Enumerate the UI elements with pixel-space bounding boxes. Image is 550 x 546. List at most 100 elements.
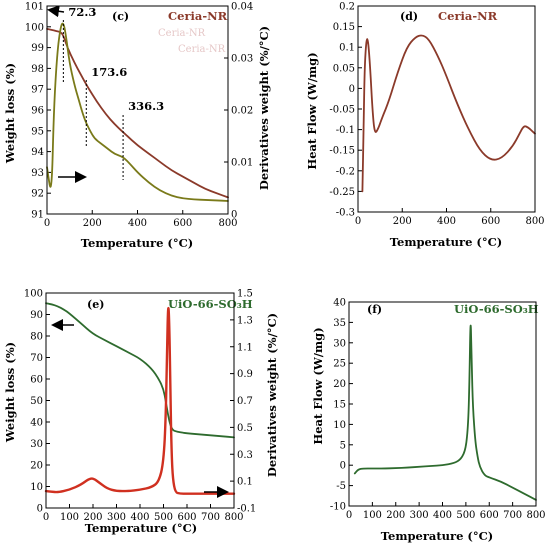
c-ytick-label: 97 [31,85,44,96]
f-ytick-label: -5 [336,481,346,492]
f-ytick-label: 25 [333,359,346,370]
e-ytick-label: 40 [30,418,43,429]
f-xtick-label: 700 [503,510,522,521]
c-ghost-legend-2: Ceria-NR [178,44,226,55]
d-ytick-label: -0.2 [336,166,355,177]
f-xtick-label: 800 [526,510,545,521]
c-ytick-right-label: 0 [231,210,237,221]
c-series [46,22,229,202]
f-xtick-label: 300 [410,510,429,521]
e-ytick-label: 80 [30,332,43,343]
e-ytick-label: 90 [30,310,43,321]
panel-f-dsc-uio: -10 -5 0 5 10 15 20 25 30 35 40 0 100 200 300 400 500 60… [311,298,546,544]
d-ytick-label: -0.3 [336,208,355,219]
c-ytick-right-label: 0.03 [231,54,253,65]
c-plot-frame [46,5,229,215]
f-xtick-label: 600 [480,510,499,521]
c-xtick-label: 800 [218,218,237,229]
f-ytick-label: 35 [333,318,346,329]
panel-e-tga-uio: 0 10 20 30 40 50 60 70 80 90 100 -0.1 0.1 0.3 0.5 0.7 0… [3,289,279,536]
e-xtick-label: 100 [60,512,79,523]
e-ytick-label: 20 [30,461,43,472]
e-ylabel: Weight loss (%) [3,342,17,443]
f-ytick-label: 10 [333,420,346,431]
d-ytick-label: 0.05 [333,63,355,74]
d-xtick-label: 800 [525,216,544,227]
c-ylabel-right: Derivatives weight (%/°C) [257,26,271,190]
f-series-line-1 [353,324,537,501]
c-ghost-legend-1: Ceria-NR [158,28,206,39]
c-series-line-2 [46,22,229,202]
f-xlabel: Temperature (°C) [381,529,493,543]
e-xtick-label: 400 [130,512,149,523]
e-ytick-right-label: -0.1 [237,504,256,515]
d-legend: Ceria-NR [438,9,498,23]
d-ytick-label: 0.2 [339,2,355,13]
c-xtick-label: 400 [128,218,147,229]
e-xtick-label: 800 [224,512,243,523]
c-ytick-label: 100 [25,22,44,33]
f-xtick-label: 100 [363,510,382,521]
d-ytick-label: 0 [349,84,355,95]
c-ylabel: Weight loss (%) [3,63,17,164]
e-ytick-label: 100 [24,289,43,300]
e-ytick-right-label: 0.3 [237,450,253,461]
c-ytick-label: 101 [25,2,44,13]
panel-c-tga-ceria: 91 92 93 94 95 96 97 98 99 100 101 0 0.01 0.02 0.03 0.… [3,2,271,251]
e-xtick-label: 300 [107,512,126,523]
c-xtick-label: 600 [173,218,192,229]
d-ytick-label: 0.15 [333,22,355,33]
f-xtick-label: 200 [386,510,405,521]
f-ytick-label: 20 [333,379,346,390]
d-ylabel: Heat Flow (W/mg) [305,52,319,169]
c-annotations: 72.3 173.6 336.3 [62,5,164,180]
e-ytick-right-label: 0.5 [237,423,253,434]
f-legend: UiO-66-SO₃H [454,302,539,316]
e-xtick-label: 600 [177,512,196,523]
e-ytick-right-label: 1.1 [237,342,253,353]
c-ytick-label: 94 [31,147,44,158]
f-ytick-label: 5 [340,440,346,451]
c-ytick-right-label: 0.04 [231,2,253,13]
c-ytick-label: 91 [31,210,44,221]
d-left-ticks: -0.3 -0.25 -0.2 -0.15 -0.1 -0.05 0 0.05 0.1 0.15 0… [329,2,362,219]
c-ytick-label: 98 [31,64,44,75]
c-left-ticks: 91 92 93 94 95 96 97 98 99 100 101 [25,2,51,221]
d-xtick-label: 200 [393,216,412,227]
e-xtick-label: 0 [43,512,49,523]
e-ytick-right-label: 0.1 [237,477,253,488]
d-xtick-label: 0 [355,216,361,227]
d-xlabel: Temperature (°C) [390,235,502,249]
e-xtick-label: 200 [83,512,102,523]
d-panel-letter: (d) [400,10,418,23]
d-xtick-label: 600 [481,216,500,227]
e-series [44,302,236,495]
e-left-ticks: 0 10 20 30 40 50 60 70 80 90 100 [24,289,50,515]
d-xtick-label: 400 [437,216,456,227]
e-ytick-label: 70 [30,353,43,364]
f-left-ticks: -10 -5 0 5 10 15 20 25 30 35 40 [330,298,353,513]
d-plot-frame [357,5,536,213]
e-plot-frame [45,292,235,509]
c-x-ticks: 0 200 400 600 800 [44,210,238,229]
c-annotation-label: 173.6 [91,65,127,79]
d-series [361,34,536,193]
c-ytick-label: 95 [31,126,44,137]
c-ytick-label: 96 [31,106,44,117]
c-arrow-left-axis [47,5,65,18]
e-xtick-label: 700 [201,512,220,523]
c-xtick-label: 0 [44,218,50,229]
f-ytick-label: -10 [330,502,346,513]
c-xlabel: Temperature (°C) [81,236,193,250]
e-series-line-2 [44,307,236,495]
e-ytick-label: 10 [30,482,43,493]
c-ytick-label: 99 [31,43,44,54]
f-ytick-label: 15 [333,400,346,411]
c-panel-letter: (c) [112,10,129,23]
f-xtick-label: 0 [346,510,352,521]
e-xlabel: Temperature (°C) [85,521,197,535]
f-x-ticks: 0 100 200 300 400 500 600 700 800 [346,502,546,521]
e-ytick-right-label: 0.7 [237,396,253,407]
f-panel-letter: (f) [367,303,382,316]
